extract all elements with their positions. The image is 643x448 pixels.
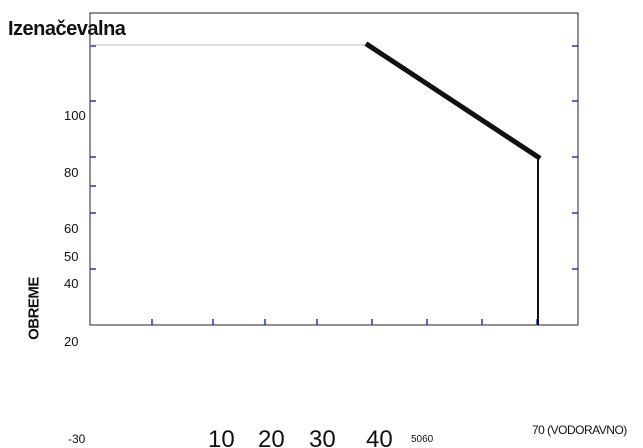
plot-frame: [89, 12, 579, 326]
series-slope: [364, 41, 542, 161]
x-axis-label: 70 (VODORAVNO): [532, 423, 627, 437]
chart-title: Izenačevalna: [8, 18, 126, 40]
x-tick-label: 10: [208, 426, 235, 448]
x-tick-label: 30: [309, 426, 336, 448]
y-tick-label: 100: [64, 108, 86, 123]
y-tick-label: 60: [64, 221, 78, 236]
x-tick-label: 40: [366, 426, 393, 448]
y-tick-label: 80: [64, 165, 78, 180]
y-tick-label: 20: [64, 334, 78, 349]
x-tick-label-small: 5060: [411, 434, 434, 445]
x-tick-label: 20: [258, 426, 285, 448]
y-tick-label: 50: [64, 249, 78, 264]
x-tick-label-minus: -30: [68, 432, 86, 446]
y-tick-label: 40: [64, 276, 78, 291]
